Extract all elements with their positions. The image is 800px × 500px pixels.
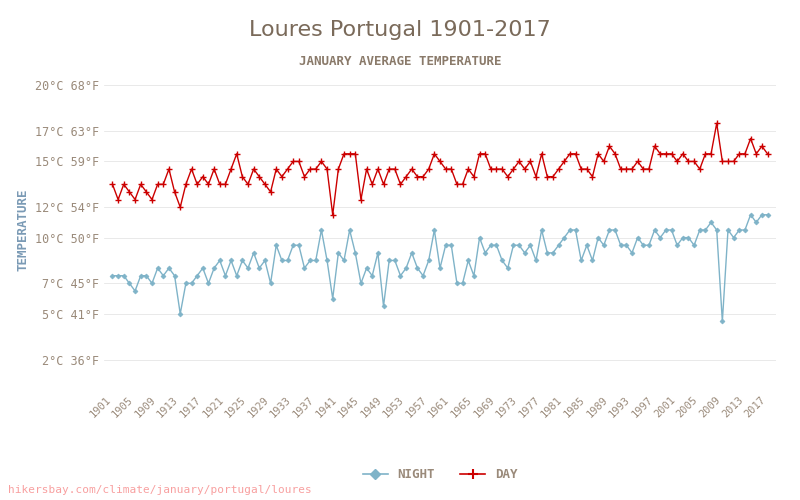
Text: Loures Portugal 1901-2017: Loures Portugal 1901-2017 [249,20,551,40]
Y-axis label: TEMPERATURE: TEMPERATURE [17,188,30,271]
Text: hikersbay.com/climate/january/portugal/loures: hikersbay.com/climate/january/portugal/l… [8,485,312,495]
Legend: NIGHT, DAY: NIGHT, DAY [358,463,522,486]
Text: JANUARY AVERAGE TEMPERATURE: JANUARY AVERAGE TEMPERATURE [298,55,502,68]
